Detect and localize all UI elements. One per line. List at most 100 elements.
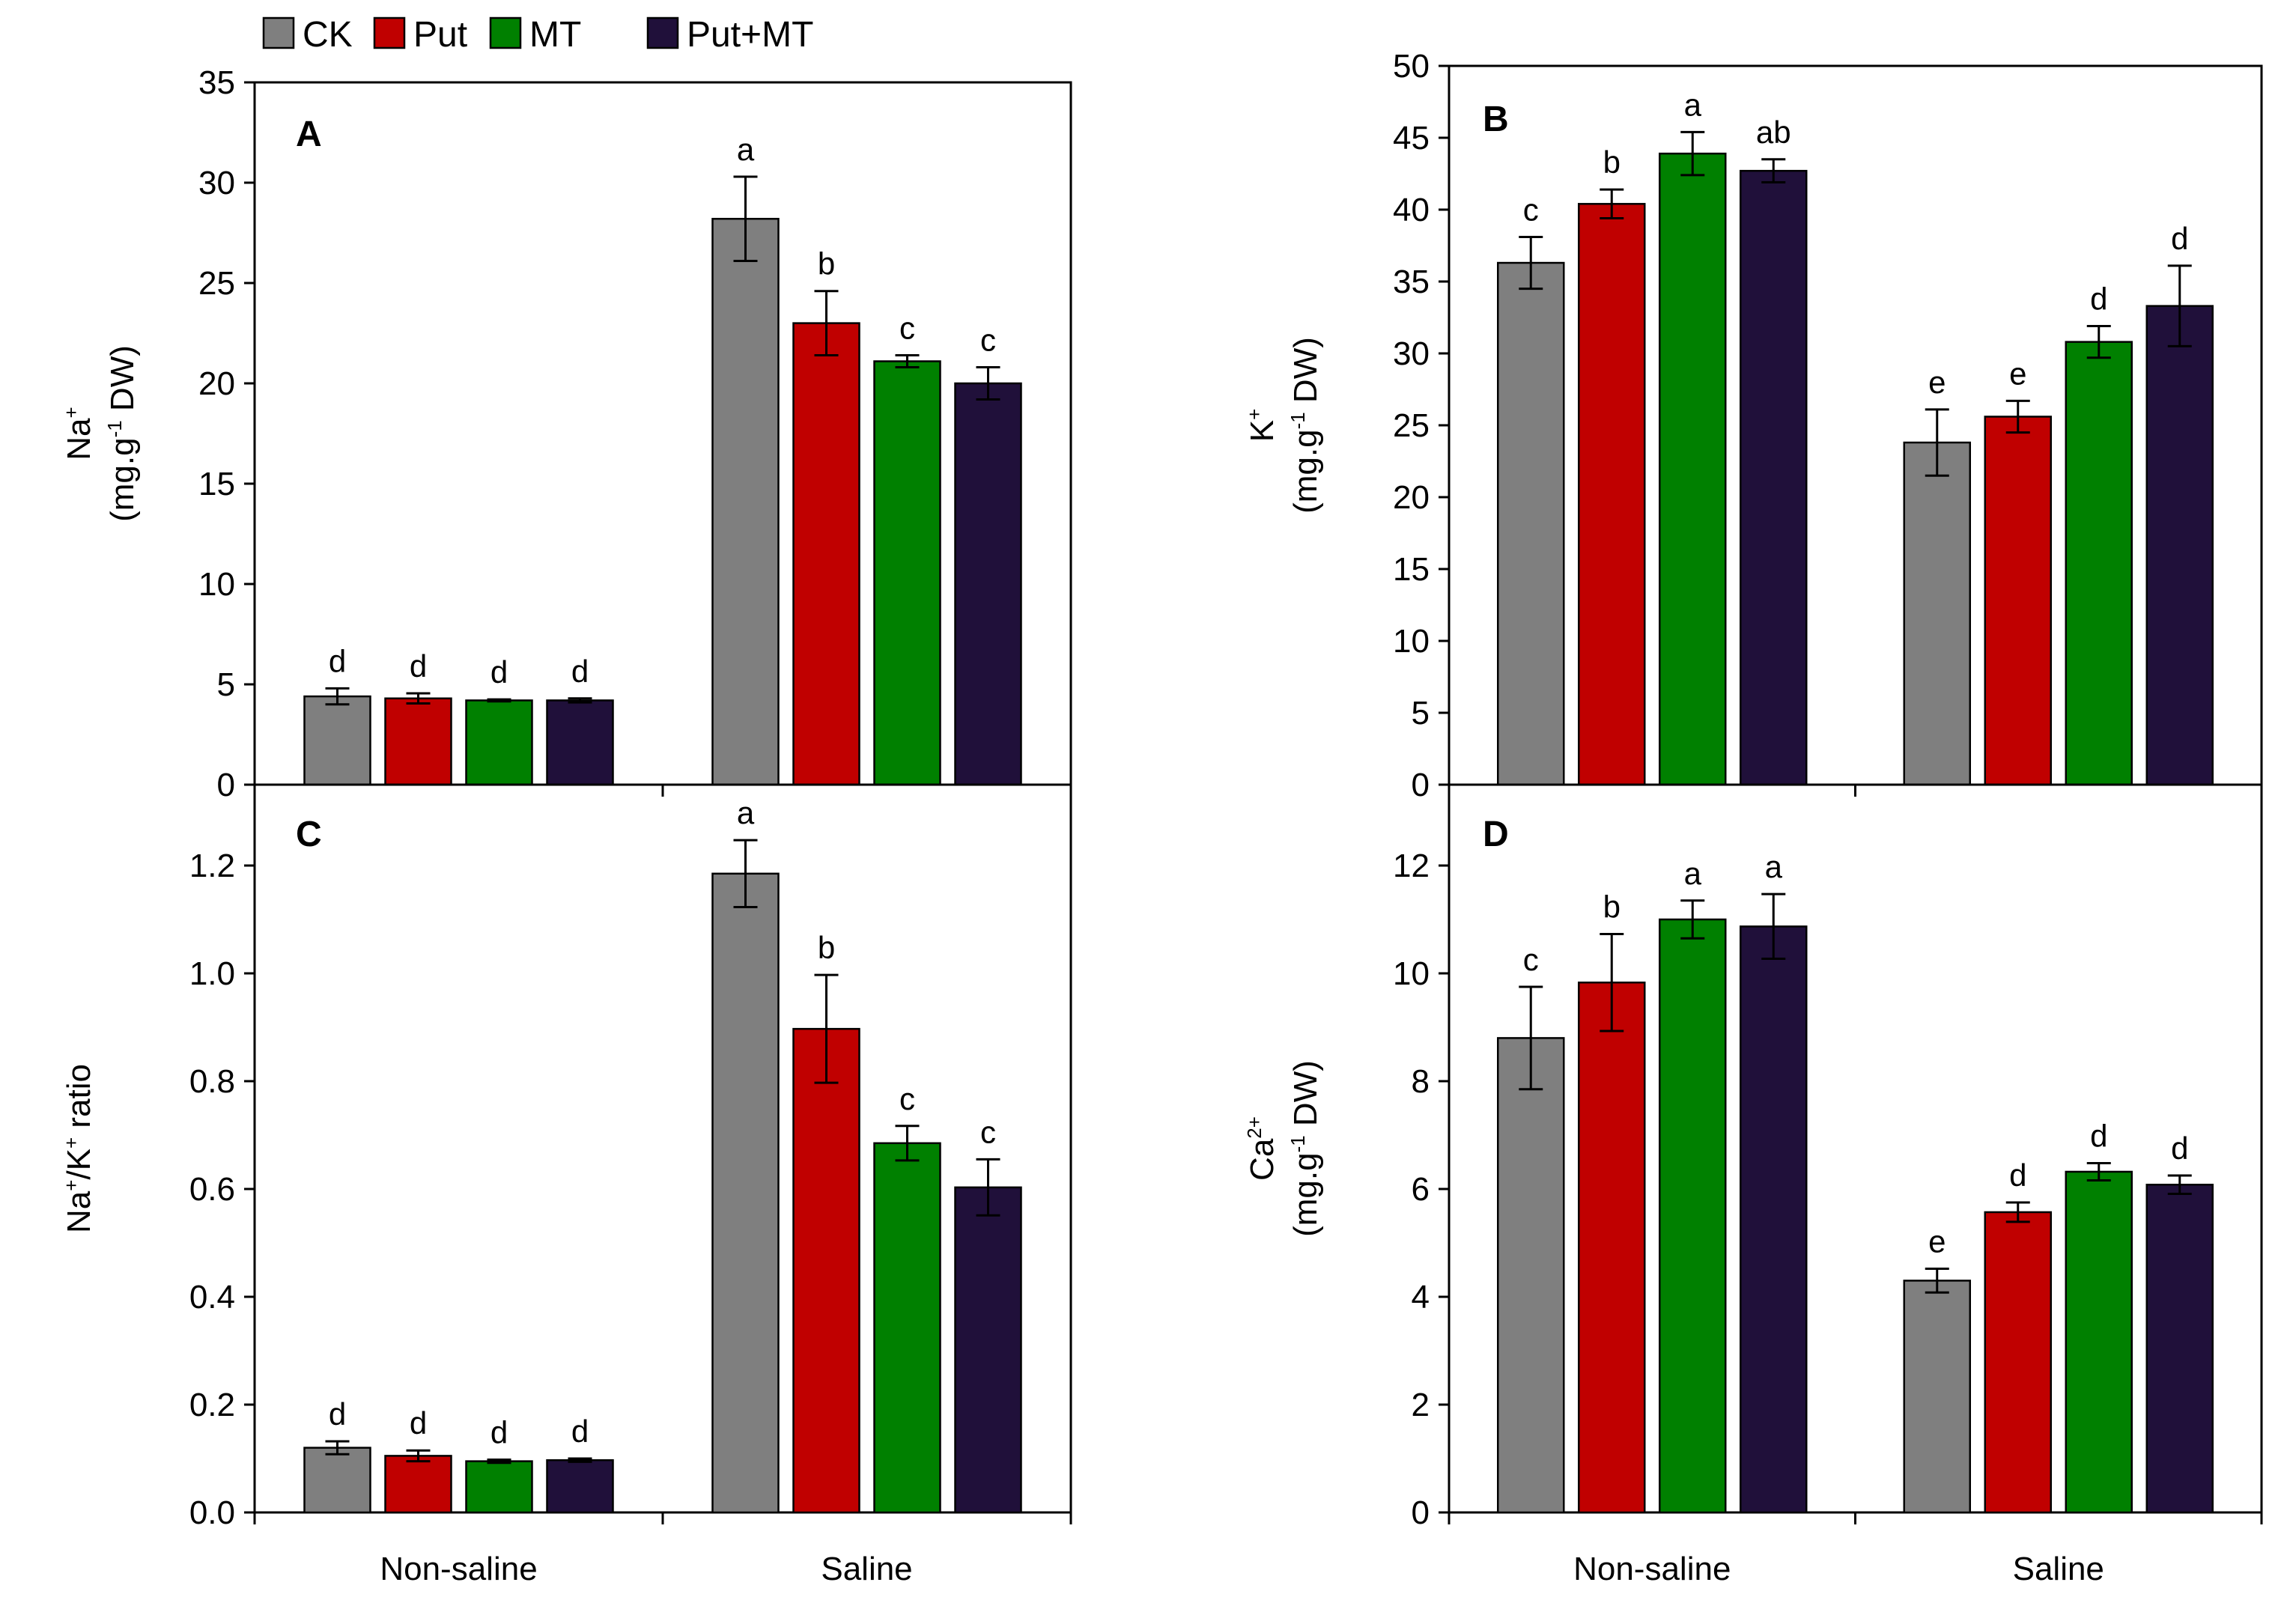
y-title-sup: + (60, 407, 82, 418)
significance-letter: d (329, 1396, 346, 1432)
x-category-label: Non-saline (1573, 1551, 1731, 1587)
y-tick-label: 30 (1393, 335, 1430, 372)
significance-letter: d (329, 643, 346, 678)
y-title-unit-post: DW) (1287, 337, 1324, 412)
significance-letter: d (2171, 221, 2188, 256)
y-tick-label: 1.2 (189, 848, 235, 884)
y-tick-label: 35 (1393, 264, 1430, 300)
y-tick-label: 30 (198, 165, 235, 201)
significance-letter: c (899, 1081, 915, 1116)
bar-put-mt-non-saline (1740, 925, 1808, 1514)
y-title-unit: (mg.g (1287, 429, 1324, 513)
y-title-main: Ca (1244, 1138, 1281, 1181)
plot-frame (1448, 64, 2263, 786)
bar-put-saline (1984, 416, 2052, 786)
y-tick-label: 5 (1412, 695, 1430, 732)
bar-ck-saline (1903, 1280, 1971, 1514)
bar-ck-non-saline (1497, 1037, 1565, 1514)
significance-letter: c (980, 323, 996, 358)
significance-letter: b (818, 246, 835, 282)
y-tick-label: 5 (217, 666, 235, 703)
significance-letter: a (737, 132, 755, 167)
y-title-sup: 2+ (1243, 1116, 1266, 1139)
y-tick-label: 8 (1412, 1063, 1430, 1100)
y-title-mid: /K (61, 1149, 97, 1180)
bar-ck-non-saline (303, 695, 371, 786)
significance-letter: b (1603, 145, 1621, 180)
y-axis-title-line1: Na+/K+ ratio (60, 1064, 97, 1233)
y-axis-title: Na+/K+ ratio (60, 1064, 97, 1233)
y-tick-label: 50 (1393, 48, 1430, 85)
y-tick-label: 0.8 (189, 1063, 235, 1100)
y-tick-label: 0 (1412, 767, 1430, 803)
legend-swatch-put-mt (646, 16, 679, 49)
y-axis-title-line1: Ca2+ (1243, 1116, 1281, 1181)
bar-ck-non-saline (303, 1447, 371, 1514)
plot-frame (1448, 783, 2263, 1514)
significance-letter: a (1684, 87, 1702, 122)
bar-mt-non-saline (1659, 918, 1727, 1514)
y-tick-label: 25 (198, 265, 235, 302)
y-title-main: K (1244, 420, 1281, 442)
significance-letter: d (571, 654, 589, 689)
legend: CK Put MT Put+MT (262, 15, 813, 55)
y-axis-title-line1: Na+ (60, 407, 97, 460)
x-category-label: Saline (2013, 1551, 2104, 1587)
y-axis-title: Na+(mg.g-1 DW) (60, 345, 141, 522)
bar-mt-saline (873, 1142, 941, 1514)
y-title-unit: (mg.g (104, 437, 141, 521)
legend-swatch-mt (489, 16, 522, 49)
plot-frame (253, 81, 1072, 786)
significance-letter: d (410, 1405, 427, 1441)
y-tick-label: 20 (1393, 479, 1430, 516)
y-title-unit-sup: -1 (1287, 412, 1309, 429)
significance-letter: d (490, 1414, 508, 1450)
significance-letter: d (2171, 1131, 2188, 1166)
significance-letter: d (571, 1414, 589, 1449)
y-tick-label: 35 (198, 64, 235, 101)
y-title-sup: + (1243, 409, 1266, 420)
y-title-unit-sup: -1 (1287, 1135, 1309, 1152)
significance-letter: c (1523, 192, 1539, 227)
y-tick-label: 45 (1393, 120, 1430, 156)
significance-letter: e (1928, 365, 1946, 400)
bar-put-saline (792, 1027, 860, 1514)
significance-letter: d (410, 648, 427, 684)
panel-letter: A (296, 115, 322, 154)
significance-letter: e (1928, 1224, 1946, 1259)
y-tick-label: 4 (1412, 1279, 1430, 1316)
significance-letter: b (818, 930, 835, 965)
bar-mt-saline (2065, 341, 2133, 786)
significance-letter: a (737, 795, 755, 830)
y-tick-label: 10 (198, 566, 235, 603)
bar-mt-non-saline (465, 699, 533, 786)
significance-letter: b (1603, 889, 1621, 924)
y-tick-label: 6 (1412, 1171, 1430, 1208)
legend-label: Put (413, 15, 467, 55)
significance-letter: d (2090, 1118, 2107, 1153)
bar-mt-non-saline (465, 1460, 533, 1514)
y-tick-label: 12 (1393, 848, 1430, 884)
bar-put-mt-saline (954, 382, 1022, 786)
y-title-main: Na (61, 418, 97, 460)
y-tick-label: 20 (198, 365, 235, 402)
panel-c: 0.0 0.2 0.4 0.6 0.8 1.0 1.2 d d d d Non-saline a b c c S… (60, 783, 1072, 1587)
x-category-label: Saline (821, 1551, 912, 1587)
significance-letter: c (980, 1114, 996, 1149)
y-tick-label: 0.2 (189, 1387, 235, 1423)
y-title-main: Na (61, 1190, 97, 1233)
y-tick-label: 0.0 (189, 1494, 235, 1531)
bar-mt-saline (873, 360, 941, 786)
bar-put-mt-non-saline (546, 699, 614, 786)
bar-put-mt-saline (954, 1186, 1022, 1514)
y-title-unit-post: DW) (104, 345, 141, 420)
bar-put-saline (1984, 1211, 2052, 1514)
bar-put-mt-non-saline (546, 1459, 614, 1514)
significance-letter: e (2009, 356, 2026, 391)
legend-swatch-ck (262, 16, 295, 49)
bar-put-mt-non-saline (1740, 169, 1808, 786)
y-tick-label: 1.0 (189, 955, 235, 992)
significance-letter: c (1523, 942, 1539, 977)
